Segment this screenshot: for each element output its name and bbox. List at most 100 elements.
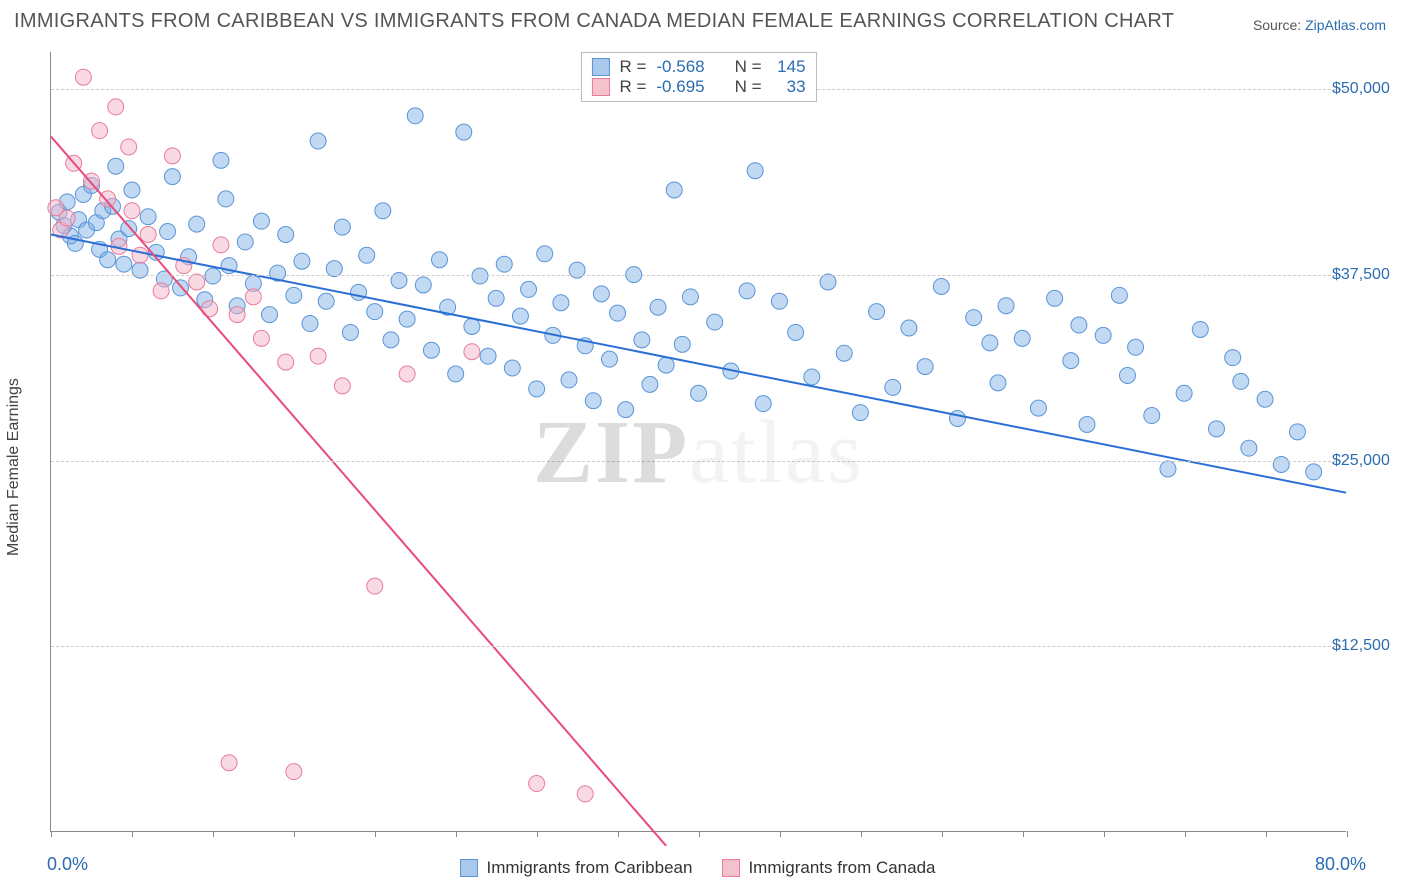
data-point — [351, 284, 367, 300]
y-tick-label: $50,000 — [1332, 80, 1402, 98]
data-point — [100, 252, 116, 268]
data-point — [294, 253, 310, 269]
x-tick — [942, 831, 943, 837]
data-point — [140, 209, 156, 225]
data-point — [59, 210, 75, 226]
data-point — [286, 287, 302, 303]
x-tick — [780, 831, 781, 837]
data-point — [253, 330, 269, 346]
data-point — [472, 268, 488, 284]
data-point — [771, 293, 787, 309]
legend-r-value: -0.695 — [656, 77, 704, 97]
legend-r-label: R = — [619, 57, 646, 77]
data-point — [189, 274, 205, 290]
data-point — [213, 237, 229, 253]
data-point — [966, 310, 982, 326]
y-axis-title: Median Female Earnings — [5, 378, 23, 556]
y-tick-label: $37,500 — [1332, 266, 1402, 284]
data-point — [415, 277, 431, 293]
data-point — [164, 169, 180, 185]
data-point — [1209, 421, 1225, 437]
x-tick — [1266, 831, 1267, 837]
data-point — [1071, 317, 1087, 333]
data-point — [788, 324, 804, 340]
data-point — [836, 345, 852, 361]
legend-n-label: N = — [735, 57, 762, 77]
x-tick — [618, 831, 619, 837]
data-point — [286, 764, 302, 780]
legend-stat-row: R =-0.568N =145 — [591, 57, 805, 77]
data-point — [432, 252, 448, 268]
data-point — [1192, 321, 1208, 337]
data-point — [334, 219, 350, 235]
gridline — [51, 275, 1346, 276]
data-point — [108, 158, 124, 174]
legend-series-item: Immigrants from Canada — [722, 858, 935, 878]
data-point — [278, 354, 294, 370]
data-point — [189, 216, 205, 232]
data-point — [666, 182, 682, 198]
legend-swatch — [591, 58, 609, 76]
source-link[interactable]: ZipAtlas.com — [1305, 17, 1386, 33]
data-point — [342, 324, 358, 340]
data-point — [1111, 287, 1127, 303]
data-point — [691, 385, 707, 401]
x-tick — [51, 831, 52, 837]
data-point — [998, 298, 1014, 314]
data-point — [885, 379, 901, 395]
data-point — [1306, 464, 1322, 480]
data-point — [383, 332, 399, 348]
data-point — [302, 316, 318, 332]
data-point — [1014, 330, 1030, 346]
data-point — [124, 182, 140, 198]
x-tick — [699, 831, 700, 837]
legend-series-label: Immigrants from Canada — [748, 858, 935, 878]
legend-n-value: 33 — [772, 77, 806, 97]
plot-svg — [51, 52, 1346, 831]
data-point — [153, 283, 169, 299]
data-point — [577, 786, 593, 802]
source-attribution: Source: ZipAtlas.com — [1253, 17, 1386, 33]
legend-n-label: N = — [735, 77, 762, 97]
data-point — [593, 286, 609, 302]
data-point — [359, 247, 375, 263]
data-point — [1233, 373, 1249, 389]
data-point — [310, 348, 326, 364]
x-tick — [1347, 831, 1348, 837]
data-point — [950, 411, 966, 427]
data-point — [618, 402, 634, 418]
legend-series: Immigrants from Caribbean Immigrants from… — [50, 858, 1346, 878]
chart-container: Median Female Earnings ZIPatlas R =-0.56… — [0, 42, 1406, 892]
data-point — [1128, 339, 1144, 355]
legend-series-label: Immigrants from Caribbean — [486, 858, 692, 878]
data-point — [982, 335, 998, 351]
x-tick — [537, 831, 538, 837]
data-point — [1095, 327, 1111, 343]
data-point — [553, 295, 569, 311]
data-point — [1176, 385, 1192, 401]
data-point — [1144, 408, 1160, 424]
data-point — [1063, 353, 1079, 369]
x-tick — [1023, 831, 1024, 837]
data-point — [213, 152, 229, 168]
data-point — [610, 305, 626, 321]
data-point — [650, 299, 666, 315]
data-point — [367, 304, 383, 320]
data-point — [245, 289, 261, 305]
data-point — [399, 366, 415, 382]
data-point — [464, 344, 480, 360]
data-point — [1273, 457, 1289, 473]
data-point — [561, 372, 577, 388]
data-point — [488, 290, 504, 306]
data-point — [658, 357, 674, 373]
data-point — [496, 256, 512, 272]
data-point — [448, 366, 464, 382]
data-point — [237, 234, 253, 250]
data-point — [92, 123, 108, 139]
data-point — [121, 139, 137, 155]
data-point — [990, 375, 1006, 391]
data-point — [504, 360, 520, 376]
data-point — [262, 307, 278, 323]
data-point — [747, 163, 763, 179]
data-point — [334, 378, 350, 394]
